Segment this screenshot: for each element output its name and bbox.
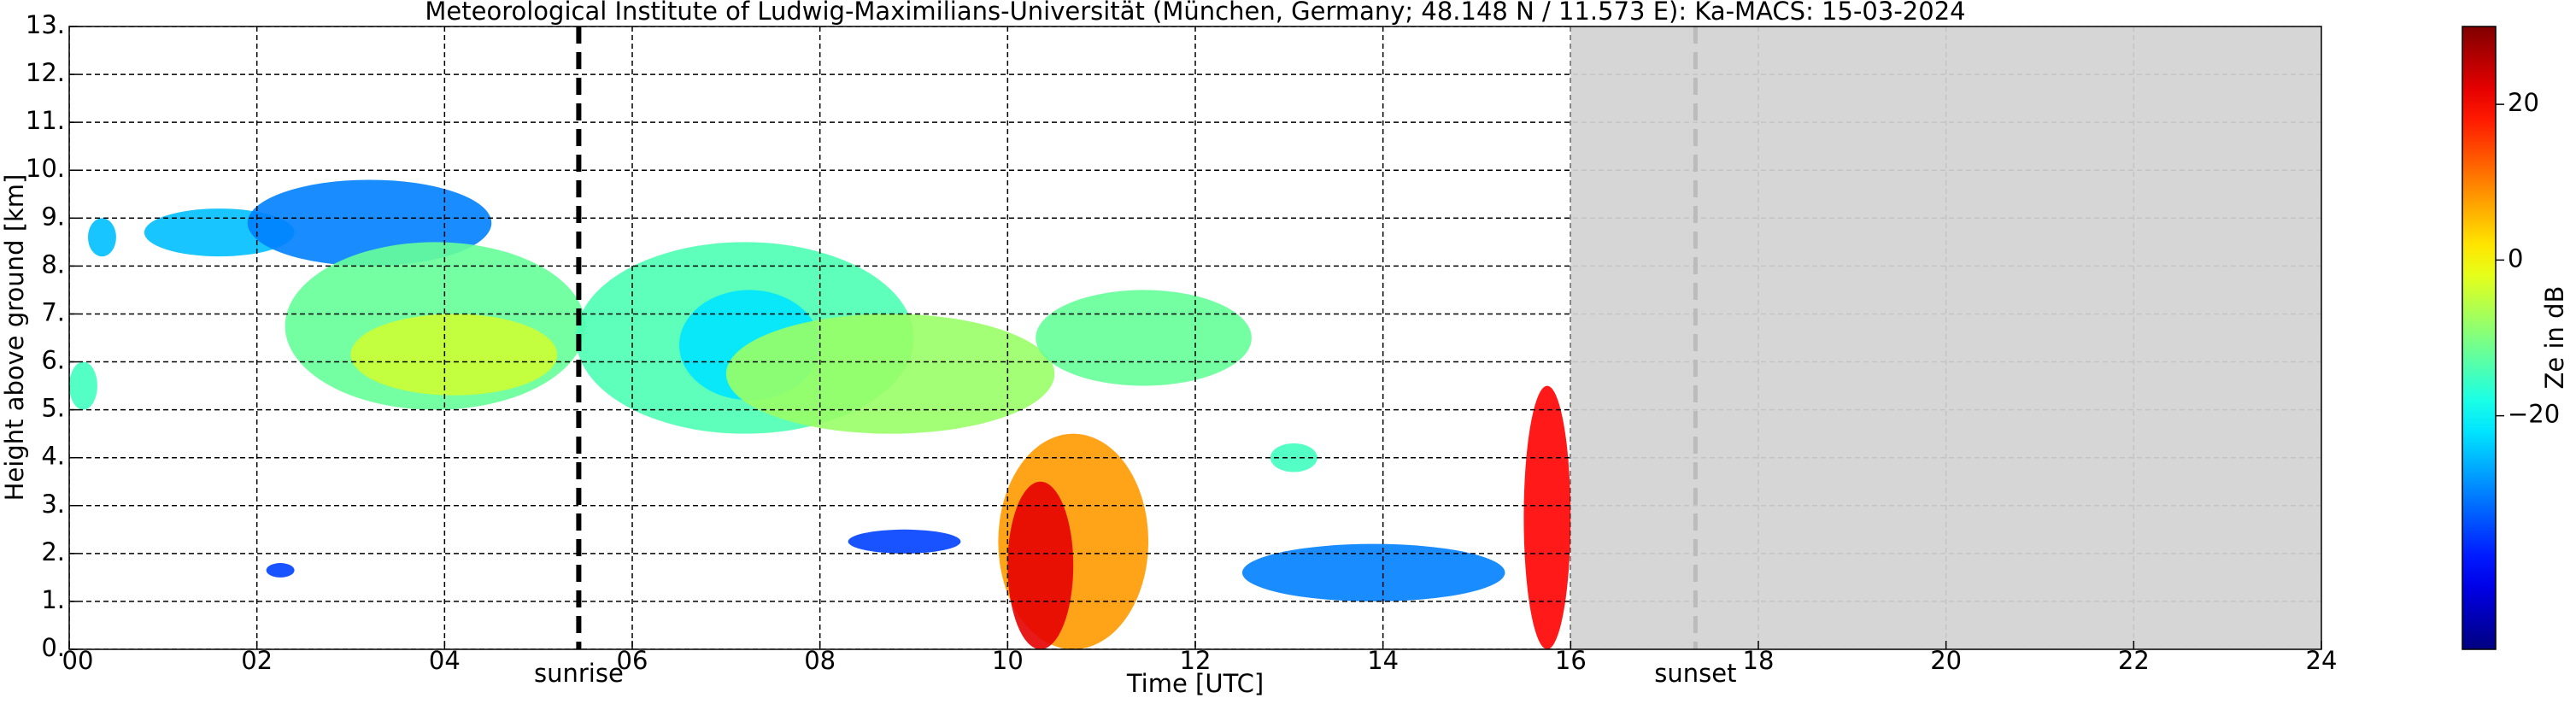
x-tick-label: 10 [992, 646, 1024, 675]
x-tick-label: 22 [2118, 646, 2150, 675]
no-data-region [1570, 26, 2321, 649]
radar-echo [1036, 290, 1252, 386]
radar-echo [1241, 543, 1505, 601]
radar-echo [725, 314, 1055, 434]
y-tick-label: 6. [41, 346, 65, 375]
colorbar-tick-label: 0 [2508, 243, 2523, 273]
colorbar-label: Ze in dB [2540, 286, 2569, 390]
colorbar-tick-label: −20 [2508, 400, 2560, 429]
y-tick-label: 10. [26, 154, 65, 183]
x-tick-label: 24 [2306, 646, 2338, 675]
radar-echo [350, 314, 558, 396]
sunset-label: sunset [1654, 659, 1736, 688]
x-tick-label: 08 [804, 646, 836, 675]
y-tick-label: 2. [41, 537, 65, 566]
x-tick-label: 18 [1743, 646, 1775, 675]
sunrise-label: sunrise [534, 659, 624, 688]
plot-area [69, 26, 2321, 649]
y-tick-label: 12. [26, 58, 65, 87]
y-tick-label: 3. [41, 490, 65, 519]
radar-echo [87, 218, 116, 257]
x-tick-label: 12 [1180, 646, 1212, 675]
y-tick-label: 13. [26, 10, 65, 39]
x-tick-label: 04 [429, 646, 461, 675]
y-tick-label: 11. [26, 106, 65, 135]
radar-echo [266, 563, 295, 578]
y-tick-label: 0. [41, 633, 65, 662]
x-tick-label: 00 [62, 646, 94, 675]
x-tick-label: 16 [1555, 646, 1587, 675]
y-axis-label: Height above ground [km] [0, 174, 29, 502]
y-tick-label: 1. [41, 585, 65, 614]
radar-echo [69, 361, 97, 410]
x-tick-label: 02 [241, 646, 273, 675]
colorbar [2462, 26, 2497, 650]
x-tick-label: 14 [1367, 646, 1399, 675]
radar-echo [1007, 481, 1074, 649]
y-tick-label: 8. [41, 249, 65, 279]
colorbar-tick-label: 20 [2508, 88, 2539, 117]
y-tick-label: 5. [41, 394, 65, 423]
x-tick-label: 20 [1930, 646, 1962, 675]
y-tick-label: 4. [41, 442, 65, 471]
y-tick-label: 9. [41, 202, 65, 231]
x-tick-label: 06 [617, 646, 648, 675]
chart-title: Meteorological Institute of Ludwig-Maxim… [425, 0, 1965, 26]
radar-echo [1523, 385, 1571, 649]
radar-echo [848, 529, 961, 554]
x-axis-label: Time [UTC] [1126, 669, 1264, 698]
y-tick-label: 7. [41, 297, 65, 326]
